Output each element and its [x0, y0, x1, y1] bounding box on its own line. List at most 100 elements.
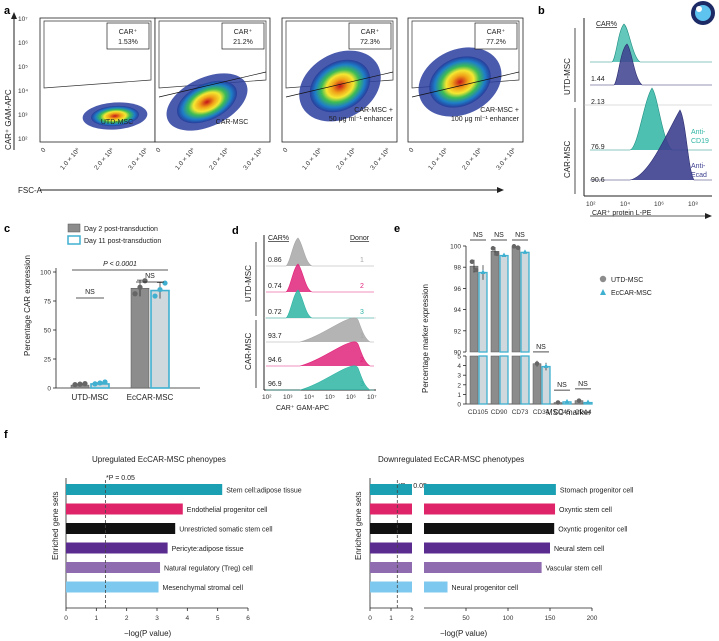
a-gate — [43, 20, 152, 89]
e-point — [576, 398, 582, 403]
a-plot-name2: 50 μg ml⁻¹ enhancer — [329, 116, 394, 123]
a-density-cloud — [166, 73, 248, 131]
b-legend-ecad-b: Ecad — [691, 172, 707, 179]
a-ytick: 10⁷ — [18, 16, 28, 23]
d-header-right: Donor — [350, 235, 370, 242]
e-point — [515, 245, 521, 250]
f-right-bar-b — [424, 581, 448, 593]
d-donor: 3 — [360, 381, 364, 388]
e-ns: NS — [578, 381, 588, 388]
e-ns: NS — [536, 344, 546, 351]
b-hist-car-ecad — [590, 109, 712, 181]
a-ytick: 10⁴ — [18, 88, 28, 95]
e-bar-lower — [469, 355, 479, 405]
e-bar-upper — [478, 271, 488, 353]
d-xtick: 10² — [262, 394, 272, 401]
e-ytick-upper: 100 — [450, 244, 461, 251]
f-left-xtick: 2 — [125, 615, 129, 622]
e-point — [494, 251, 500, 257]
d-header-left: CAR% — [268, 235, 289, 242]
d-donor: 1 — [360, 257, 364, 264]
a-gate-box — [348, 22, 392, 50]
c-legend-swatch-day11 — [67, 235, 81, 245]
a-gate-value: 1.53% — [118, 39, 138, 46]
e-point — [555, 400, 561, 405]
a-xtick: 3.0 × 10⁶ — [369, 147, 392, 172]
f-right-bar-label: Neural stem cell — [554, 546, 605, 553]
f-right-bar-a — [370, 581, 412, 593]
c-ytick: 0 — [47, 386, 51, 393]
c-xtick: EcCAR-MSC — [127, 393, 174, 402]
f-left-bar-label: Pericyte:adipose tissue — [172, 546, 244, 553]
e-bar-lower — [541, 365, 551, 405]
c-ytick: 25 — [44, 357, 52, 364]
e-bar-lower — [511, 355, 521, 405]
e-legend-marker-eccar — [600, 289, 606, 295]
a-x-arrowhead — [497, 187, 504, 193]
e-point — [490, 246, 496, 251]
a-xtick: 2.0 × 10⁶ — [208, 147, 231, 172]
e-bar-upper — [499, 254, 509, 353]
b-value: 90.6 — [591, 177, 605, 184]
d-donor: 1 — [360, 333, 364, 340]
d-xtick: 10³ — [283, 394, 293, 401]
f-left-xtick: 3 — [155, 615, 159, 622]
b-legend-ecad-a: Anti- — [691, 163, 706, 170]
e-point — [469, 259, 475, 264]
a-gate-line — [285, 71, 394, 98]
a-ytick: 10⁵ — [18, 64, 28, 71]
e-legend-eccar: EcCAR-MSC — [611, 290, 652, 297]
e-ytick-lower: 0 — [457, 402, 461, 409]
b-hist-utd-cd19 — [590, 23, 712, 63]
a-xtick: 0 — [282, 146, 290, 154]
c-xtick: UTD-MSC — [72, 393, 109, 402]
a-gate-line — [411, 71, 520, 98]
e-bar-lower — [532, 363, 542, 405]
e-xtick: CD14 — [575, 409, 592, 416]
a-density-core — [429, 56, 491, 108]
f-right-threshold: *P = 0.05 — [398, 483, 427, 490]
e-ns: NS — [557, 382, 567, 389]
a-xtick: 3.0 × 10⁶ — [127, 147, 150, 172]
e-point — [585, 399, 591, 405]
d-value: 96.9 — [268, 381, 282, 388]
e-point — [543, 363, 549, 369]
a-xtick: 1.0 × 10⁶ — [301, 147, 324, 172]
c-point — [72, 381, 78, 388]
e-legend-marker-utd — [599, 275, 607, 283]
d-donor: 2 — [360, 357, 364, 364]
f-right-bar-a — [370, 562, 412, 573]
panel-label-c: c — [4, 223, 10, 235]
f-right-bar-b — [424, 523, 555, 534]
c-bar — [150, 289, 170, 389]
d-xtick: 10⁴ — [304, 394, 314, 401]
b-value: 2.13 — [591, 99, 605, 106]
c-point — [92, 381, 98, 387]
f-left-xtick: 0 — [64, 615, 68, 622]
c-point — [162, 280, 168, 286]
d-value: 0.72 — [268, 309, 282, 316]
f-left-xtick: 4 — [186, 615, 190, 622]
f-right-xtick: 2 — [410, 615, 414, 622]
c-ytick: 100 — [40, 270, 51, 277]
f-right-xtick: 100 — [503, 615, 514, 622]
e-ns: NS — [494, 232, 504, 239]
f-right-bar-label: Oxyntic progenitor cell — [558, 527, 628, 534]
e-point — [480, 269, 486, 274]
c-point — [102, 379, 108, 385]
a-ytick: 10³ — [18, 112, 28, 119]
f-left-bar — [66, 542, 168, 554]
f-left-x-label: −log(P value) — [124, 629, 172, 638]
f-right-bar-a — [370, 542, 412, 554]
c-y-label: Percentage CAR expression — [23, 255, 32, 356]
d-x-label: CAR⁺ GAM-APC — [276, 405, 329, 412]
f-left-xtick: 5 — [216, 615, 220, 622]
e-point — [501, 252, 507, 258]
b-hist-utd-ecad — [590, 43, 712, 86]
a-plot-name: CAR-MSC + — [354, 107, 393, 114]
a-gate-value: 21.2% — [233, 39, 253, 46]
e-xtick: CD90 — [491, 409, 508, 416]
a-y-arrowhead — [11, 12, 17, 19]
b-header: CAR% — [596, 21, 617, 28]
a-plot-name: CAR-MSC + — [480, 107, 519, 114]
